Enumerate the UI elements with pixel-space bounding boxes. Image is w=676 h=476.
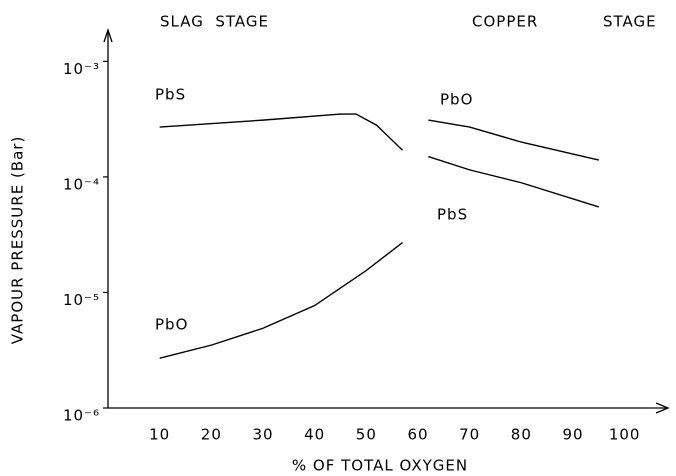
y-tick-label: 10⁻⁴ [63,175,100,193]
annotation: STAGE [603,13,657,31]
line [428,155,600,208]
y-tick-label: 10⁻⁶ [63,407,100,425]
x-tick-label: 40 [304,426,325,444]
x-tick-label: 70 [459,426,480,444]
line-label: PbS [437,206,468,224]
x-tick-label: 90 [562,426,583,444]
y-axis-arrow [103,27,113,43]
x-tick-label: 50 [356,426,377,444]
x-tick-label: 80 [511,426,532,444]
x-tick-label: 100 [609,426,641,444]
line-label: PbO [155,316,188,334]
line-label: PbO [440,91,473,109]
y-axis-label: VAPOUR PRESSURE (Bar) [9,136,27,345]
line [159,113,403,151]
line [428,119,599,161]
y-tick-label: 10⁻³ [63,60,100,78]
x-tick-label: 20 [201,426,222,444]
x-tick-label: 10 [149,426,170,444]
annotation: COPPER [472,13,538,31]
x-tick-label: 60 [407,426,428,444]
x-axis-arrow [655,402,670,414]
x-tick-label: 30 [252,426,273,444]
x-axis-label: % OF TOTAL OXYGEN [292,457,468,475]
line [159,242,403,359]
annotation: SLAG STAGE [160,13,269,31]
y-tick-label: 10⁻⁵ [63,291,100,309]
line-label: PbS [155,86,186,104]
